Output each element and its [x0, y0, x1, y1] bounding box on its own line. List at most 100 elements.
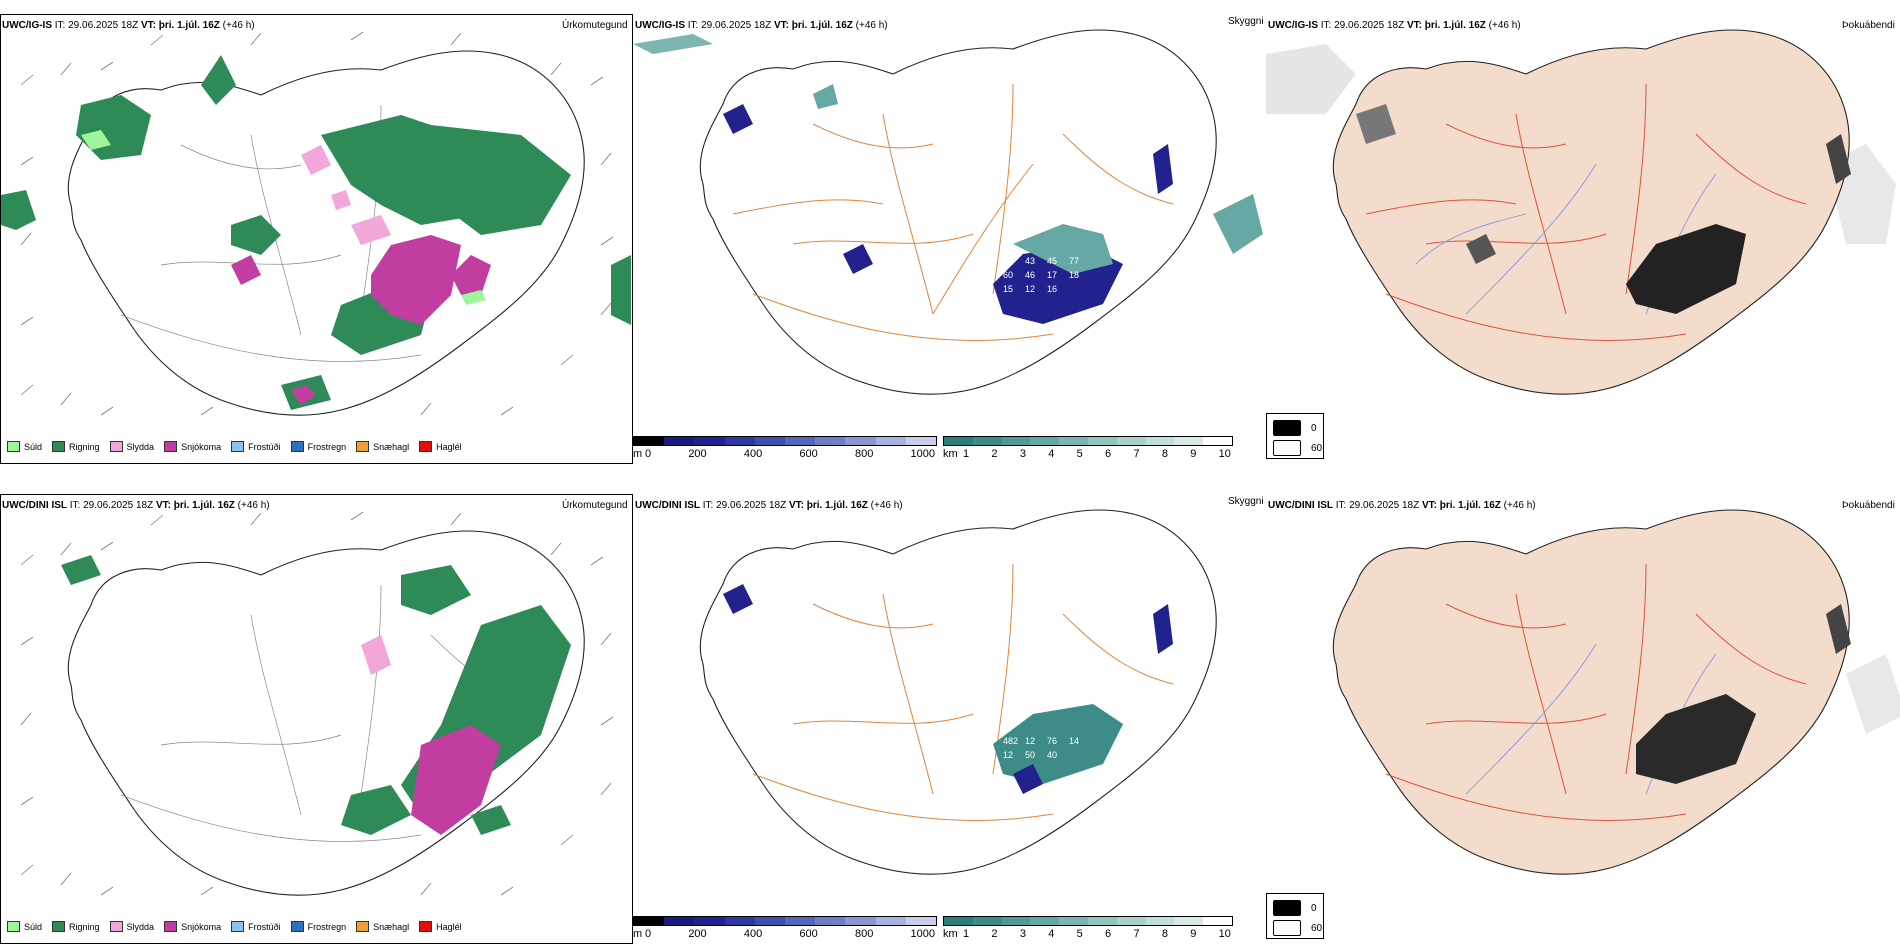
ceiling-value-label: 18 — [1069, 270, 1079, 280]
legend-label: Slydda — [126, 921, 155, 932]
fog-map-top — [1266, 29, 1896, 395]
drizzle-areas — [81, 130, 486, 305]
visibility-colorbar-bottom: km 1 2 3 4 5 6 7 8 9 10 — [943, 914, 1243, 944]
fog-legend-label: 0 — [1311, 422, 1317, 434]
precip-map-bottom — [20, 511, 614, 896]
ceiling-swatch — [905, 917, 937, 925]
header-bottom: UWC/DINI ISL IT: 29.06.2025 18Z VT: þri.… — [2, 500, 270, 511]
visibility-tick: 10 — [1218, 928, 1231, 940]
ceiling-swatch — [785, 917, 816, 925]
visibility-tick: 3 — [1019, 448, 1026, 460]
ceiling-swatch — [634, 917, 665, 925]
ceiling-swatch — [664, 917, 695, 925]
visibility-swatch — [1145, 917, 1175, 925]
visibility-tick: 7 — [1133, 928, 1140, 940]
ceiling-swatch — [875, 437, 906, 445]
header-top: UWC/IG-IS IT: 29.06.2025 18Z VT: þri. 1.… — [2, 20, 255, 31]
legend-item: Súld — [7, 921, 42, 932]
legend-item: Súld — [7, 441, 42, 452]
legend-label: Snæhagl — [373, 441, 410, 452]
precip-legend-bottom: Súld Rigning Slydda Snjókoma Frostúði Frostre… — [7, 921, 462, 932]
visibility-panel-top: 54 43 45 77 60 46 17 18 15 12 16 — [633, 14, 1266, 464]
legend-swatch — [164, 921, 178, 932]
ceiling-swatch — [815, 917, 846, 925]
visibility-swatch — [944, 917, 973, 925]
fog-title-top: Þokuábendi — [1842, 20, 1895, 31]
visibility-swatch — [1203, 917, 1232, 925]
fog-legend-row: 0 — [1273, 900, 1317, 916]
legend-label: Haglél — [436, 921, 462, 932]
precip-legend-top: Súld Rigning Slydda Snjókoma Frostúði Frostre… — [7, 441, 462, 452]
ceiling-value-label: 43 — [1025, 256, 1035, 266]
legend-label: Súld — [24, 441, 43, 452]
visibility-tick: 10 — [1218, 448, 1231, 460]
ceiling-value-label: 54 — [1003, 256, 1013, 266]
fog-dark — [1356, 104, 1851, 314]
legend-item: Frostregn — [290, 441, 346, 452]
ceiling-value-label: 45 — [1047, 256, 1057, 266]
visibility-tick: 1 — [963, 928, 970, 940]
legend-item: Haglél — [419, 441, 462, 452]
visibility-tick: 4 — [1048, 448, 1055, 460]
ceiling-value-label: 46 — [1025, 270, 1035, 280]
ceiling-tick: 0 — [645, 448, 652, 460]
ceiling-swatch — [754, 917, 786, 925]
wind-barbs — [20, 31, 614, 416]
legend-label: Rigning — [69, 921, 100, 932]
ceiling-value-label: 50 — [1025, 750, 1035, 760]
ceiling-swatch — [664, 437, 695, 445]
legend-item: Haglél — [419, 921, 462, 932]
legend-item: Snæhagl — [356, 441, 409, 452]
visibility-tick: 3 — [1019, 928, 1026, 940]
fog-legend-label: 0 — [1311, 902, 1317, 914]
visibility-swatch — [1001, 437, 1031, 445]
legend-swatch — [52, 441, 66, 452]
legend-swatch — [290, 921, 304, 932]
legend-swatch — [290, 441, 304, 452]
fog-legend-swatch — [1273, 900, 1301, 916]
precip-title-bottom: Úrkomutegund — [562, 500, 628, 511]
snow-areas — [231, 235, 491, 405]
ceiling-swatch — [815, 437, 846, 445]
legend-item: Snæhagl — [356, 921, 409, 932]
visibility-swatch — [972, 437, 1002, 445]
legend-swatch — [109, 921, 123, 932]
ceiling-value-label: 12 — [1025, 736, 1035, 746]
legend-swatch — [231, 921, 245, 932]
visibility-tick: 2 — [991, 928, 998, 940]
fog-legend-label: 60 — [1311, 442, 1323, 454]
visibility-swatch — [1203, 437, 1232, 445]
legend-swatch — [7, 921, 20, 932]
ceiling-tick: 200 — [688, 448, 707, 460]
ceiling-swatch — [694, 917, 725, 925]
visibility-swatch — [1145, 437, 1175, 445]
legend-item: Frostúði — [231, 921, 281, 932]
visibility-tick: 5 — [1076, 448, 1083, 460]
legend-label: Súld — [24, 921, 43, 932]
precip-map-top — [1, 31, 631, 416]
header-bottom-mid: UWC/DINI ISL IT: 29.06.2025 18Z VT: þri.… — [635, 500, 903, 511]
visibility-tick: 8 — [1161, 928, 1168, 940]
fog-map-bottom — [1332, 509, 1900, 875]
legend-swatch — [356, 921, 370, 932]
fog-legend-swatch — [1273, 440, 1301, 456]
visibility-swatch — [1030, 917, 1060, 925]
fog-legend-row: 60 — [1273, 920, 1322, 936]
precip-title-top: Úrkomutegund — [562, 20, 628, 31]
visibility-tick: 8 — [1161, 448, 1168, 460]
visibility-tick: 6 — [1105, 448, 1112, 460]
legend-item: Rigning — [52, 921, 100, 932]
visibility-swatch — [1116, 917, 1146, 925]
visibility-map-top: 54 43 45 77 60 46 17 18 15 12 16 — [633, 29, 1263, 395]
precip-panel-top: Súld Rigning Slydda Snjókoma Frostúði Frostre… — [0, 14, 633, 464]
fog-legend-swatch — [1273, 420, 1301, 436]
legend-swatch — [109, 441, 123, 452]
ceiling-swatch — [724, 437, 755, 445]
visibility-tick: 6 — [1105, 928, 1112, 940]
ceiling-value-label: 14 — [1069, 736, 1079, 746]
legend-item: Slydda — [109, 921, 155, 932]
visibility-tick: 1 — [963, 448, 970, 460]
ceiling-tick: 1000 — [910, 448, 935, 460]
fog-legend-row: 60 — [1273, 440, 1322, 456]
fog-panel-top — [1266, 14, 1900, 464]
